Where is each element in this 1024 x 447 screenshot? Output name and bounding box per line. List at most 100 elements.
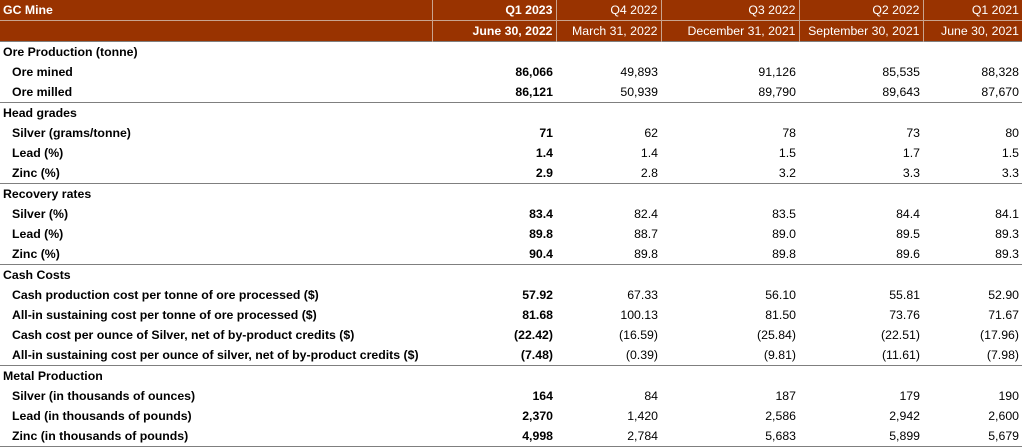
section-title: Cash Costs (0, 264, 1022, 285)
value-cell: 84.4 (896, 207, 920, 221)
value-cell: 2,600 (988, 409, 1019, 423)
row-label: Lead (in thousands of pounds) (12, 409, 192, 423)
value-cell: 5,679 (923, 426, 1022, 447)
value-cell: 2,370 (522, 409, 553, 423)
value-cell: 89.8 (634, 247, 658, 261)
table-row: Ore milled 86,121 50,939 89,790 89,643 87,670 (0, 82, 1022, 103)
quarter-header: Q2 2022 (798, 0, 923, 21)
value-cell: 85,535 (882, 65, 920, 79)
date-header: September 30, 2021 (798, 20, 923, 42)
value-cell: 100.13 (620, 308, 658, 322)
value-cell: (11.61) (881, 348, 920, 362)
value-cell: 89.0 (772, 227, 796, 241)
value-cell: 81.68 (522, 308, 553, 322)
value-cell: 73.76 (889, 308, 920, 322)
date-header: December 31, 2021 (660, 20, 799, 42)
section-header-row: Head grades (0, 102, 1022, 123)
table-row: All-in sustaining cost per ounce of silv… (0, 345, 1022, 366)
row-label: All-in sustaining cost per ounce of silv… (12, 348, 419, 362)
row-label: Silver (%) (12, 207, 69, 221)
date-header: March 31, 2022 (555, 20, 661, 42)
value-cell: 50,939 (620, 85, 658, 99)
quarter-header: Q4 2022 (555, 0, 661, 21)
header-blank (0, 20, 432, 42)
table-row: Zinc (%) 2.9 2.8 3.2 3.3 3.3 (0, 163, 1022, 184)
section-title: Metal Production (0, 365, 1022, 386)
value-cell: (22.51) (881, 328, 920, 342)
value-cell: 49,893 (620, 65, 658, 79)
row-label: Cash production cost per tonne of ore pr… (12, 288, 319, 302)
value-cell: 89.8 (529, 227, 553, 241)
quarter-header: Q3 2022 (660, 0, 799, 21)
row-label: Zinc (%) (12, 166, 60, 180)
value-cell: 3.3 (1001, 166, 1019, 180)
row-label: Silver (grams/tonne) (12, 126, 131, 140)
value-cell: 78 (782, 126, 796, 140)
value-cell: 90.4 (529, 247, 553, 261)
value-cell: 67.33 (627, 288, 658, 302)
table-row: Lead (%) 89.8 88.7 89.0 89.5 89.3 (0, 224, 1022, 244)
value-cell: 89,643 (882, 85, 920, 99)
value-cell: 71.67 (988, 308, 1019, 322)
table-row: Ore mined 86,066 49,893 91,126 85,535 88,328 (0, 62, 1022, 82)
table-row: Cash cost per ounce of Silver, net of by… (0, 325, 1022, 345)
value-cell: 5,683 (661, 426, 799, 447)
value-cell: 88.7 (634, 227, 658, 241)
section-header-row: Metal Production (0, 365, 1022, 386)
value-cell: 82.4 (634, 207, 658, 221)
quarter-header: Q1 2023 (431, 0, 556, 21)
value-cell: 2,784 (556, 426, 661, 447)
value-cell: 84.1 (995, 207, 1019, 221)
section-title: Recovery rates (0, 183, 1022, 204)
value-cell: 3.2 (778, 166, 796, 180)
value-cell: 89.3 (995, 227, 1019, 241)
row-label: All-in sustaining cost per tonne of ore … (12, 308, 317, 322)
row-label: Ore mined (12, 65, 73, 79)
value-cell: 89,790 (758, 85, 796, 99)
value-cell: 2,586 (765, 409, 796, 423)
table-row: Lead (in thousands of pounds) 2,370 1,420 2… (0, 406, 1022, 426)
date-header: June 30, 2022 (431, 20, 556, 42)
table-title: GC Mine (0, 0, 432, 21)
value-cell: (7.98) (986, 348, 1019, 362)
row-label: Zinc (in thousands of pounds) (0, 426, 432, 447)
section-header-row: Ore Production (tonne) (0, 41, 1022, 62)
row-label: Zinc (%) (12, 247, 60, 261)
value-cell: 56.10 (765, 288, 796, 302)
value-cell: 89.3 (995, 247, 1019, 261)
value-cell: 1.4 (535, 146, 553, 160)
value-cell: 84 (644, 389, 658, 403)
table-row: Cash production cost per tonne of ore pr… (0, 285, 1022, 305)
value-cell: 2.9 (535, 166, 553, 180)
value-cell: 80 (1005, 126, 1019, 140)
header-row-dates: June 30, 2022 March 31, 2022 December 31… (0, 20, 1022, 42)
value-cell: 52.90 (988, 288, 1019, 302)
quarter-header: Q1 2021 (922, 0, 1022, 21)
value-cell: 87,670 (981, 85, 1019, 99)
row-label: Silver (in thousands of ounces) (12, 389, 196, 403)
row-label: Cash cost per ounce of Silver, net of by… (12, 328, 355, 342)
value-cell: (17.96) (980, 328, 1019, 342)
table-row: Silver (%) 83.4 82.4 83.5 84.4 84.1 (0, 204, 1022, 224)
value-cell: (9.81) (763, 348, 796, 362)
table-row: Zinc (%) 90.4 89.8 89.8 89.6 89.3 (0, 244, 1022, 265)
section-header-row: Recovery rates (0, 183, 1022, 204)
row-label: Lead (%) (12, 227, 64, 241)
value-cell: 1,420 (627, 409, 658, 423)
table-row: Lead (%) 1.4 1.4 1.5 1.7 1.5 (0, 143, 1022, 163)
value-cell: (16.59) (619, 328, 658, 342)
value-cell: 187 (775, 389, 796, 403)
date-header: June 30, 2021 (922, 20, 1022, 42)
value-cell: 83.4 (529, 207, 553, 221)
value-cell: 5,899 (799, 426, 923, 447)
value-cell: 1.4 (640, 146, 658, 160)
table-row: Silver (in thousands of ounces) 164 84 187 1… (0, 386, 1022, 406)
value-cell: 89.6 (896, 247, 920, 261)
value-cell: 2.8 (640, 166, 658, 180)
table-row: Zinc (in thousands of pounds) 4,998 2,784 5… (0, 426, 1022, 447)
value-cell: 88,328 (981, 65, 1019, 79)
value-cell: 3.3 (902, 166, 920, 180)
value-cell: 86,121 (515, 85, 553, 99)
